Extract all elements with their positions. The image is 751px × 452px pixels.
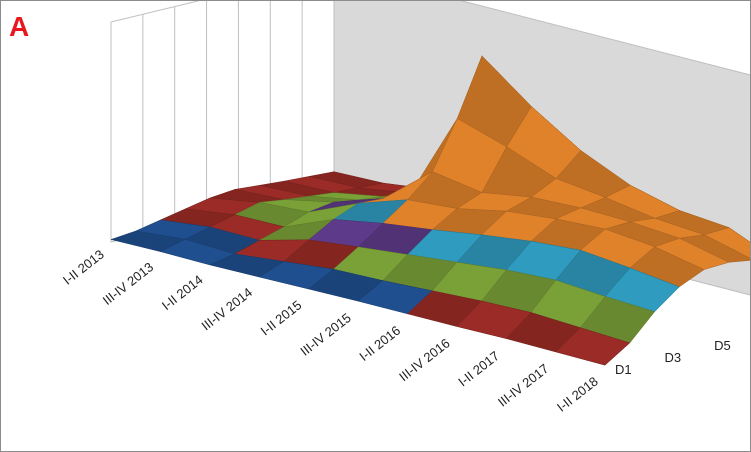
y-tick-label: D5 [714,338,731,353]
y-tick-label: D3 [665,350,682,365]
y-axis-ticks: D1D3D5D7D9 [615,338,731,377]
x-tick-label: I-II 2013 [60,247,107,288]
wall-gridlines [110,1,335,242]
x-tick-label: I-II 2015 [258,297,305,338]
x-tick-label: I-II 2017 [455,348,502,389]
y-tick-label: D1 [615,362,632,377]
x-tick-label: III-IV 2014 [199,285,256,334]
x-tick-label: I-II 2014 [159,272,206,313]
x-tick-label: III-IV 2015 [297,310,354,359]
surface-mesh [110,55,750,366]
x-tick-label: III-IV 2017 [495,361,552,410]
surface-patch [555,327,631,366]
x-tick-label: III-IV 2013 [100,259,157,308]
x-tick-label: I-II 2018 [554,374,601,415]
x-tick-label: III-IV 2016 [396,335,453,384]
panel-label: A [9,11,30,42]
x-tick-label: I-II 2016 [356,323,403,364]
